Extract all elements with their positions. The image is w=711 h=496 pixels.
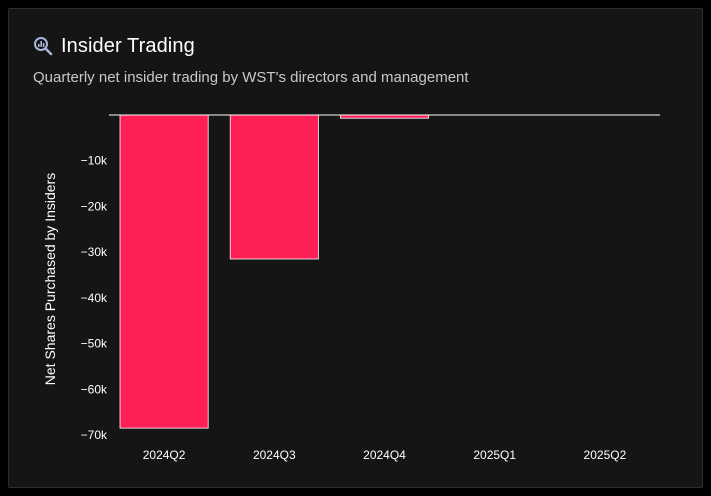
x-tick-label-2024Q3: 2024Q3 [253,448,296,462]
card-subtitle: Quarterly net insider trading by WST's d… [33,69,469,86]
x-tick-label-2025Q2: 2025Q2 [584,448,627,462]
y-tick-label: −70k [81,428,108,442]
card-title: Insider Trading [61,34,195,57]
bar-2024Q3 [229,114,319,260]
y-tick-label: −60k [81,382,108,396]
x-tick-label-2024Q4: 2024Q4 [363,448,406,462]
bars-group [119,114,429,429]
y-tick-label: −50k [81,337,108,351]
x-tick-label-2024Q2: 2024Q2 [143,448,186,462]
title-row: Insider Trading [33,33,195,59]
y-tick-label: −20k [81,199,108,213]
y-tick-label: −10k [81,154,108,168]
y-tick-label: −30k [81,245,108,259]
insider-trading-chart: −10k−20k−30k−40k−50k−60k−70k 2024Q2 2024Q… [42,114,660,462]
insider-trading-card: Insider Trading Quarterly net insider tr… [8,8,703,488]
x-tick-label-2025Q1: 2025Q1 [473,448,516,462]
magnifier-chart-icon [34,37,53,56]
y-axis-ticks: −10k −20k −30k −40k −50k −60k −70k [81,154,108,442]
bar-2024Q2 [119,114,209,429]
y-tick-label: −40k [81,291,108,305]
x-axis-ticks: 2024Q2 2024Q3 2024Q4 2025Q1 2025Q2 [143,448,627,462]
y-axis-title: Net Shares Purchased by Insiders [42,173,58,385]
